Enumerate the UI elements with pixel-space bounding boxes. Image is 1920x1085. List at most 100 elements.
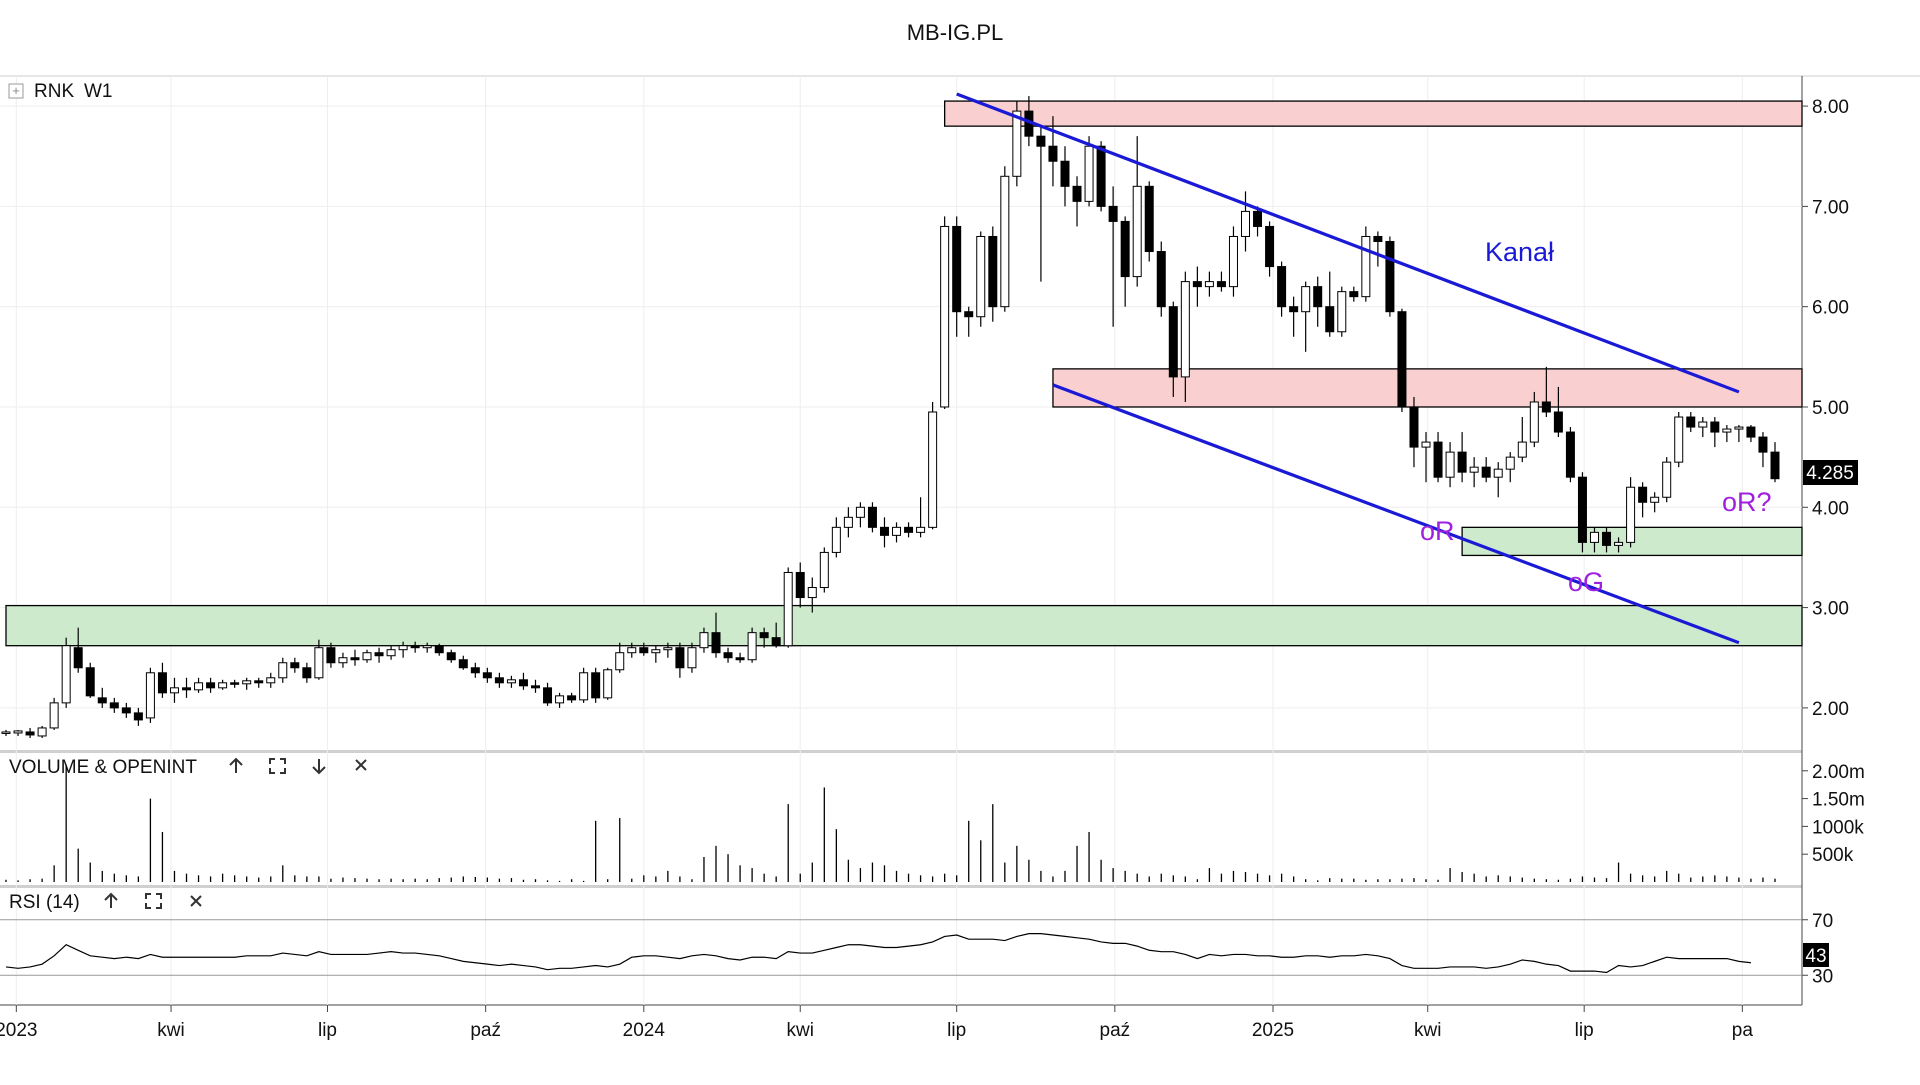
rsi-arrow-up-icon[interactable] xyxy=(104,892,118,908)
candle-body xyxy=(1505,456,1515,470)
candle-body xyxy=(1469,466,1479,473)
volume-close-icon[interactable] xyxy=(355,759,367,771)
candle xyxy=(1361,226,1371,302)
candle xyxy=(1674,412,1684,468)
candle-body xyxy=(904,526,914,533)
candle-body xyxy=(1120,220,1130,278)
volume-tick-label: 500k xyxy=(1812,845,1854,866)
candle-body xyxy=(169,687,179,694)
candle-body xyxy=(1397,311,1407,408)
or-label: oR xyxy=(1420,516,1455,546)
candle xyxy=(964,306,974,337)
candle xyxy=(145,667,155,723)
candle xyxy=(639,642,649,656)
candle-body xyxy=(603,669,613,699)
candle-body xyxy=(1602,531,1612,546)
candle xyxy=(1421,432,1431,483)
candle xyxy=(1614,537,1624,553)
candle-body xyxy=(723,652,733,659)
candle xyxy=(338,652,348,668)
price-tick-label: 5.00 xyxy=(1812,398,1849,419)
candle xyxy=(615,642,625,673)
volume-panel-title: VOLUME & OPENINT xyxy=(9,757,197,778)
x-tick-label: paź xyxy=(470,1020,501,1041)
candle xyxy=(169,677,179,703)
candle-body xyxy=(675,647,685,669)
candle xyxy=(1265,221,1275,277)
candle xyxy=(1325,271,1335,337)
candle-body xyxy=(1060,160,1070,187)
candle-body xyxy=(1734,426,1744,430)
price-tick-label: 8.00 xyxy=(1812,97,1849,118)
candle xyxy=(1337,286,1347,337)
candle-body xyxy=(1770,451,1780,480)
candle-body xyxy=(290,662,300,669)
candle xyxy=(867,502,877,533)
candle-body xyxy=(446,652,456,661)
candle xyxy=(807,577,817,613)
candle xyxy=(1433,432,1443,483)
candle-body xyxy=(1421,441,1431,448)
candle-body xyxy=(494,677,504,684)
candle-body xyxy=(952,225,962,313)
candle xyxy=(482,667,492,683)
candle xyxy=(1048,116,1058,187)
candle xyxy=(1565,427,1575,483)
candle xyxy=(711,612,721,658)
volume-maximize-icon[interactable] xyxy=(269,758,286,774)
candle-body xyxy=(398,645,408,651)
candle-body xyxy=(1012,110,1022,177)
candle-body xyxy=(1192,281,1202,288)
plus-square-icon[interactable] xyxy=(8,83,24,99)
candle xyxy=(1301,281,1311,352)
candle-body xyxy=(1313,286,1323,308)
candle xyxy=(1120,216,1130,307)
zones xyxy=(5,100,1803,647)
price-tick-label: 4.00 xyxy=(1812,498,1849,519)
candle-body xyxy=(410,645,420,649)
candle xyxy=(1060,146,1070,207)
candle xyxy=(530,679,540,693)
candle-body xyxy=(133,712,143,721)
candle xyxy=(1168,301,1178,397)
candle xyxy=(278,657,288,683)
rsi-maximize-icon[interactable] xyxy=(145,893,162,909)
volume-rsi-divider[interactable] xyxy=(0,885,1802,888)
candle xyxy=(350,649,360,666)
candle-body xyxy=(1481,466,1491,478)
candle-body xyxy=(1241,210,1251,237)
candle-body xyxy=(1289,306,1299,313)
candle xyxy=(326,642,336,668)
candle-body xyxy=(1385,240,1395,313)
candle-body xyxy=(1228,235,1238,288)
candle xyxy=(879,517,889,548)
rsi-tick-label: 30 xyxy=(1812,966,1833,987)
candle-body xyxy=(85,667,95,697)
candle xyxy=(446,649,456,663)
candle-body xyxy=(699,632,709,649)
candle xyxy=(1228,226,1238,297)
volume-arrow-down-icon[interactable] xyxy=(312,759,326,775)
candle-body xyxy=(1517,441,1527,458)
candle-body xyxy=(1072,185,1082,202)
price-tick-label: 2.00 xyxy=(1812,699,1849,720)
candle xyxy=(1686,412,1696,433)
candle-body xyxy=(843,516,853,528)
candle xyxy=(1397,308,1407,412)
candle xyxy=(1253,206,1263,237)
x-tick-label: kwi xyxy=(157,1020,184,1041)
candle-body xyxy=(470,667,480,674)
candle xyxy=(1770,442,1780,483)
candle-body xyxy=(892,526,902,536)
rsi-close-icon[interactable] xyxy=(190,895,202,907)
volume-arrow-up-icon[interactable] xyxy=(229,757,243,773)
rsi-panel-title: RSI (14) xyxy=(9,892,80,913)
price-volume-divider[interactable] xyxy=(0,750,1802,753)
x-tick-label: kwi xyxy=(1414,1020,1441,1041)
candle xyxy=(663,642,673,658)
candle-body xyxy=(530,685,540,689)
candle xyxy=(121,702,131,718)
candle-body xyxy=(1180,281,1190,378)
candle-body xyxy=(1722,428,1732,433)
candle-body xyxy=(1409,406,1419,448)
